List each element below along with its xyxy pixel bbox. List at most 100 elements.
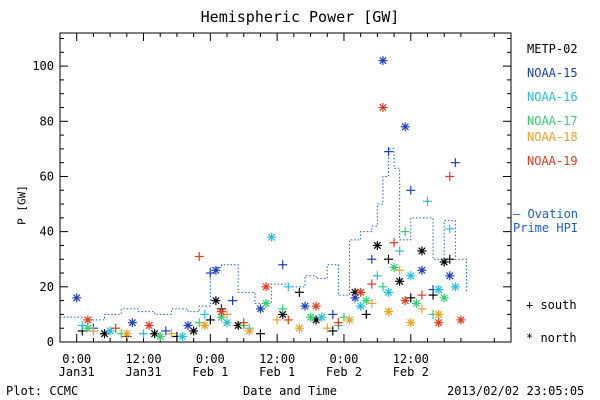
legend-entry-noaa19: NOAA-19 bbox=[527, 154, 578, 168]
data-point-metp-02 bbox=[384, 254, 394, 264]
x-axis-label: Date and Time bbox=[243, 384, 337, 398]
data-point-metp-02 bbox=[255, 329, 265, 339]
data-point-noaa-16 bbox=[445, 224, 455, 234]
data-point-noaa-15 bbox=[211, 265, 221, 275]
data-point-noaa-18 bbox=[166, 329, 176, 339]
y-tick-label: 40 bbox=[40, 225, 54, 239]
data-point-metp-02 bbox=[294, 287, 304, 297]
data-point-noaa-17 bbox=[278, 304, 288, 314]
legend-ovation-line1: — Ovation bbox=[513, 207, 579, 221]
data-point-noaa-16 bbox=[200, 309, 210, 319]
data-point-noaa-16 bbox=[267, 232, 277, 242]
data-point-noaa-16 bbox=[384, 287, 394, 297]
x-tick-date-label: Feb 1 bbox=[259, 365, 295, 379]
data-point-metp-02 bbox=[372, 240, 382, 250]
data-point-noaa-19 bbox=[356, 287, 366, 297]
data-point-noaa-17 bbox=[411, 298, 421, 308]
data-point-noaa-18 bbox=[122, 329, 132, 339]
data-point-noaa-17 bbox=[439, 293, 449, 303]
y-tick-label: 100 bbox=[32, 59, 54, 73]
data-point-noaa-15 bbox=[350, 293, 360, 303]
x-tick-time-label: 0:00 bbox=[196, 352, 225, 366]
data-point-noaa-19 bbox=[434, 318, 444, 328]
legend-entry-metp02: METP-02 bbox=[527, 42, 578, 56]
data-point-noaa-17 bbox=[400, 227, 410, 237]
ovation-prime-hpi-line bbox=[60, 148, 467, 321]
data-point-noaa-19 bbox=[367, 279, 377, 289]
chart-title: Hemispheric Power [GW] bbox=[200, 8, 400, 26]
data-point-noaa-15 bbox=[278, 260, 288, 270]
data-point-noaa-19 bbox=[216, 307, 226, 317]
data-point-noaa-15 bbox=[161, 326, 171, 336]
data-point-noaa-17 bbox=[261, 298, 271, 308]
data-point-noaa-15 bbox=[445, 271, 455, 281]
x-tick-time-label: 0:00 bbox=[330, 352, 359, 366]
data-point-noaa-15 bbox=[127, 318, 137, 328]
data-point-metp-02 bbox=[417, 246, 427, 256]
data-point-noaa-15 bbox=[328, 309, 338, 319]
data-point-noaa-17 bbox=[155, 331, 165, 341]
data-point-noaa-18 bbox=[384, 307, 394, 317]
data-point-noaa-18 bbox=[395, 265, 405, 275]
data-point-noaa-15 bbox=[450, 158, 460, 168]
data-point-noaa-18 bbox=[88, 326, 98, 336]
data-point-noaa-17 bbox=[378, 282, 388, 292]
data-point-noaa-18 bbox=[434, 309, 444, 319]
data-point-noaa-19 bbox=[111, 323, 121, 333]
data-point-noaa-19 bbox=[417, 290, 427, 300]
data-point-noaa-18 bbox=[244, 326, 254, 336]
legend-entry-noaa16: NOAA-16 bbox=[527, 90, 578, 104]
data-point-noaa-19 bbox=[83, 315, 93, 325]
plot-timestamp: 2013/02/02 23:05:05 bbox=[447, 384, 585, 398]
data-point-noaa-18 bbox=[322, 323, 332, 333]
data-point-noaa-16 bbox=[317, 312, 327, 322]
data-point-noaa-15 bbox=[228, 296, 238, 306]
data-point-metp-02 bbox=[211, 296, 221, 306]
x-tick-time-label: 0:00 bbox=[62, 352, 91, 366]
data-point-noaa-16 bbox=[283, 282, 293, 292]
x-tick-time-label: 12:00 bbox=[259, 352, 295, 366]
legend-ovation-prime: — Ovation Prime HPI bbox=[513, 207, 578, 235]
data-point-noaa-16 bbox=[422, 196, 432, 206]
data-point-noaa-15 bbox=[255, 304, 265, 314]
data-point-noaa-18 bbox=[294, 323, 304, 333]
data-point-noaa-19 bbox=[378, 102, 388, 112]
data-point-noaa-19 bbox=[239, 318, 249, 328]
data-point-noaa-19 bbox=[445, 171, 455, 181]
data-point-noaa-15 bbox=[72, 293, 82, 303]
data-point-metp-02 bbox=[395, 276, 405, 286]
y-tick-label: 20 bbox=[40, 280, 54, 294]
plot-credit: Plot: CCMC bbox=[6, 384, 79, 398]
data-point-noaa-19 bbox=[456, 315, 466, 325]
x-tick-date-label: Jan31 bbox=[59, 365, 95, 379]
x-tick-date-label: Feb 2 bbox=[326, 365, 362, 379]
data-point-noaa-16 bbox=[434, 285, 444, 295]
data-point-noaa-16 bbox=[372, 271, 382, 281]
data-point-metp-02 bbox=[328, 326, 338, 336]
data-point-noaa-15 bbox=[400, 122, 410, 132]
data-point-noaa-17 bbox=[83, 323, 93, 333]
legend-entry-noaa18: NOAA-18 bbox=[527, 130, 578, 144]
data-point-noaa-16 bbox=[105, 326, 115, 336]
y-tick-label: 60 bbox=[40, 169, 54, 183]
data-point-metp-02 bbox=[361, 309, 371, 319]
data-point-noaa-19 bbox=[311, 301, 321, 311]
data-point-noaa-19 bbox=[283, 315, 293, 325]
data-point-noaa-18 bbox=[272, 315, 282, 325]
data-point-noaa-19 bbox=[144, 320, 154, 330]
data-point-noaa-16 bbox=[450, 282, 460, 292]
x-tick-time-label: 12:00 bbox=[125, 352, 161, 366]
data-point-noaa-15 bbox=[384, 147, 394, 157]
data-point-noaa-15 bbox=[300, 301, 310, 311]
legend-ovation-line2: Prime HPI bbox=[513, 221, 579, 235]
data-point-noaa-16 bbox=[395, 246, 405, 256]
data-point-noaa-18 bbox=[367, 298, 377, 308]
data-point-noaa-18 bbox=[417, 304, 427, 314]
x-tick-date-label: Feb 1 bbox=[192, 365, 228, 379]
legend-entry-noaa17: NOAA-17 bbox=[527, 114, 578, 128]
data-point-noaa-15 bbox=[367, 254, 377, 264]
data-point-noaa-16 bbox=[139, 329, 149, 339]
y-tick-label: 0 bbox=[47, 335, 54, 349]
data-point-metp-02 bbox=[205, 315, 215, 325]
